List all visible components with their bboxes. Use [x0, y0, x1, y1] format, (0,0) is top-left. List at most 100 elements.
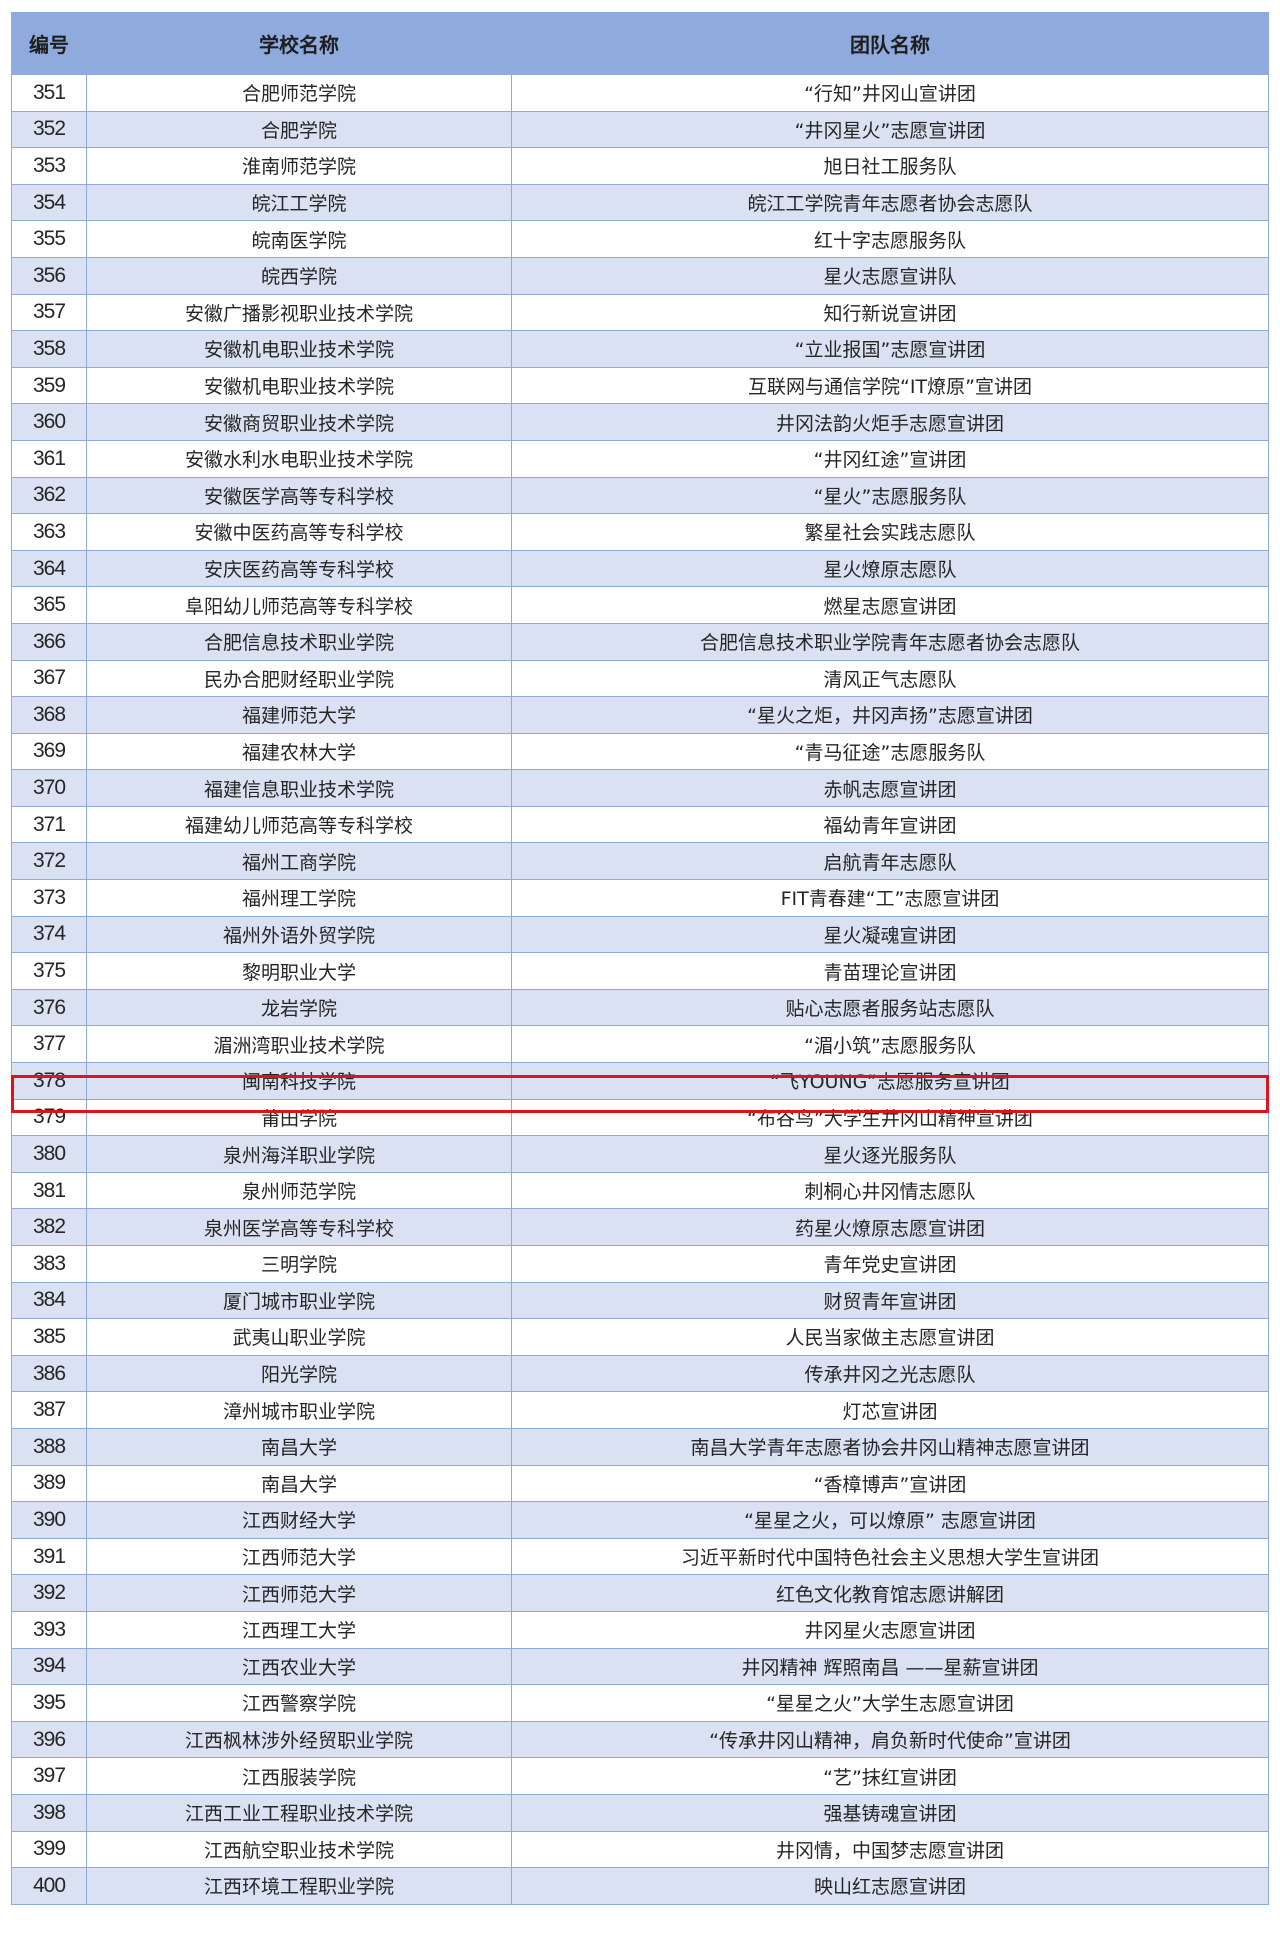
- cell-school-name: 泉州海洋职业学院: [86, 1135, 512, 1173]
- table-row: 390 江西财经大学 “星星之火，可以燎原” 志愿宣讲团: [11, 1501, 1269, 1539]
- cell-school-name: 闽南科技学院: [86, 1062, 512, 1100]
- cell-number: 390: [11, 1501, 87, 1539]
- cell-team-name: 灯芯宣讲团: [511, 1391, 1269, 1429]
- cell-school-name: 湄洲湾职业技术学院: [86, 1025, 512, 1064]
- cell-school-name: 合肥师范学院: [86, 74, 512, 112]
- cell-number: 381: [11, 1171, 87, 1210]
- cell-school-name: 江西理工大学: [86, 1610, 512, 1649]
- team-list-table: 编号 学校名称 团队名称 351 合肥师范学院 “行知”井冈山宣讲团 352 合肥学院 “…: [11, 12, 1269, 1905]
- cell-team-name: “飞YOUNG”志愿服务宣讲团: [511, 1062, 1269, 1100]
- table-row: 359 安徽机电职业技术学院 互联网与通信学院“IT燎原”宣讲团: [11, 366, 1269, 405]
- cell-team-name: 知行新说宣讲团: [511, 293, 1269, 332]
- cell-team-name: 井冈精神 辉照南昌 ——星薪宣讲团: [511, 1647, 1269, 1686]
- table-row: 389 南昌大学 “香樟博声”宣讲团: [11, 1464, 1269, 1503]
- cell-team-name: 红色文化教育馆志愿讲解团: [511, 1574, 1269, 1612]
- table-row: 358 安徽机电职业技术学院 “立业报国”志愿宣讲团: [11, 330, 1269, 368]
- table-row: 362 安徽医学高等专科学校 “星火”志愿服务队: [11, 476, 1269, 515]
- table-row: 365 阜阳幼儿师范高等专科学校 燃星志愿宣讲团: [11, 586, 1269, 624]
- cell-number: 399: [11, 1830, 87, 1869]
- cell-school-name: 民办合肥财经职业学院: [86, 659, 512, 698]
- cell-team-name: “星火”志愿服务队: [511, 476, 1269, 515]
- cell-number: 370: [11, 769, 87, 807]
- table-row: 355 皖南医学院 红十字志愿服务队: [11, 220, 1269, 258]
- cell-number: 373: [11, 879, 87, 917]
- cell-number: 359: [11, 366, 87, 405]
- table-row: 369 福建农林大学 “青马征途”志愿服务队: [11, 732, 1269, 771]
- cell-number: 363: [11, 513, 87, 551]
- table-row: 385 武夷山职业学院 人民当家做主志愿宣讲团: [11, 1318, 1269, 1356]
- cell-school-name: 合肥信息技术职业学院: [86, 622, 512, 661]
- table-row: 393 江西理工大学 井冈星火志愿宣讲团: [11, 1610, 1269, 1649]
- cell-school-name: 安徽商贸职业技术学院: [86, 403, 512, 441]
- cell-number: 383: [11, 1245, 87, 1283]
- cell-number: 367: [11, 659, 87, 698]
- header-school-name: 学校名称: [86, 12, 512, 75]
- cell-school-name: 皖南医学院: [86, 220, 512, 258]
- header-number: 编号: [11, 12, 87, 75]
- table-row: 381 泉州师范学院 刺桐心井冈情志愿队: [11, 1171, 1269, 1210]
- cell-school-name: 皖西学院: [86, 256, 512, 295]
- cell-number: 398: [11, 1793, 87, 1832]
- table-row: 370 福建信息职业技术学院 赤帆志愿宣讲团: [11, 769, 1269, 807]
- cell-number: 379: [11, 1098, 87, 1137]
- cell-team-name: “香樟博声”宣讲团: [511, 1464, 1269, 1503]
- table-row: 376 龙岩学院 贴心志愿者服务站志愿队: [11, 988, 1269, 1027]
- cell-number: 397: [11, 1757, 87, 1795]
- cell-team-name: “布谷鸟”大学生井冈山精神宣讲团: [511, 1098, 1269, 1137]
- cell-school-name: 龙岩学院: [86, 988, 512, 1027]
- table-row: 399 江西航空职业技术学院 井冈情，中国梦志愿宣讲团: [11, 1830, 1269, 1869]
- cell-team-name: 清风正气志愿队: [511, 659, 1269, 698]
- cell-school-name: 南昌大学: [86, 1464, 512, 1503]
- cell-team-name: 福幼青年宣讲团: [511, 805, 1269, 844]
- cell-school-name: 安徽医学高等专科学校: [86, 476, 512, 515]
- cell-number: 357: [11, 293, 87, 332]
- table-row: 398 江西工业工程职业技术学院 强基铸魂宣讲团: [11, 1793, 1269, 1832]
- cell-number: 388: [11, 1427, 87, 1466]
- table-row: 380 泉州海洋职业学院 星火逐光服务队: [11, 1135, 1269, 1173]
- cell-school-name: 江西财经大学: [86, 1501, 512, 1539]
- cell-team-name: 传承井冈之光志愿队: [511, 1354, 1269, 1393]
- cell-school-name: 阜阳幼儿师范高等专科学校: [86, 586, 512, 624]
- table-row: 367 民办合肥财经职业学院 清风正气志愿队: [11, 659, 1269, 698]
- cell-school-name: 福建农林大学: [86, 732, 512, 771]
- cell-number: 361: [11, 439, 87, 478]
- cell-school-name: 泉州医学高等专科学校: [86, 1208, 512, 1246]
- cell-school-name: 江西服装学院: [86, 1757, 512, 1795]
- header-row: 编号 学校名称 团队名称: [11, 12, 1269, 75]
- cell-school-name: 安庆医药高等专科学校: [86, 549, 512, 588]
- table-row: 351 合肥师范学院 “行知”井冈山宣讲团: [11, 74, 1269, 112]
- cell-school-name: 江西工业工程职业技术学院: [86, 1793, 512, 1832]
- cell-number: 352: [11, 110, 87, 149]
- cell-number: 354: [11, 183, 87, 222]
- cell-number: 378: [11, 1062, 87, 1100]
- cell-team-name: 合肥信息技术职业学院青年志愿者协会志愿队: [511, 622, 1269, 661]
- table-row: 374 福州外语外贸学院 星火凝魂宣讲团: [11, 915, 1269, 954]
- table-row: 379 莆田学院 “布谷鸟”大学生井冈山精神宣讲团: [11, 1098, 1269, 1137]
- table-row: 392 江西师范大学 红色文化教育馆志愿讲解团: [11, 1574, 1269, 1612]
- cell-number: 382: [11, 1208, 87, 1246]
- cell-number: 355: [11, 220, 87, 258]
- table-row: 356 皖西学院 星火志愿宣讲队: [11, 256, 1269, 295]
- table-row: 387 漳州城市职业学院 灯芯宣讲团: [11, 1391, 1269, 1429]
- cell-school-name: 漳州城市职业学院: [86, 1391, 512, 1429]
- cell-team-name: 强基铸魂宣讲团: [511, 1793, 1269, 1832]
- table-row: 357 安徽广播影视职业技术学院 知行新说宣讲团: [11, 293, 1269, 332]
- cell-number: 389: [11, 1464, 87, 1503]
- cell-team-name: 青年党史宣讲团: [511, 1245, 1269, 1283]
- cell-team-name: “湄小筑”志愿服务队: [511, 1025, 1269, 1064]
- cell-school-name: 江西航空职业技术学院: [86, 1830, 512, 1869]
- cell-team-name: 井冈情，中国梦志愿宣讲团: [511, 1830, 1269, 1869]
- table-row: 366 合肥信息技术职业学院 合肥信息技术职业学院青年志愿者协会志愿队: [11, 622, 1269, 661]
- cell-team-name: 皖江工学院青年志愿者协会志愿队: [511, 183, 1269, 222]
- cell-team-name: 星火逐光服务队: [511, 1135, 1269, 1173]
- cell-number: 360: [11, 403, 87, 441]
- table-row: 372 福州工商学院 启航青年志愿队: [11, 842, 1269, 881]
- cell-number: 392: [11, 1574, 87, 1612]
- cell-number: 376: [11, 988, 87, 1027]
- cell-number: 358: [11, 330, 87, 368]
- cell-number: 400: [11, 1867, 87, 1905]
- cell-number: 391: [11, 1537, 87, 1576]
- cell-number: 371: [11, 805, 87, 844]
- cell-number: 372: [11, 842, 87, 881]
- table-row: 384 厦门城市职业学院 财贸青年宣讲团: [11, 1281, 1269, 1320]
